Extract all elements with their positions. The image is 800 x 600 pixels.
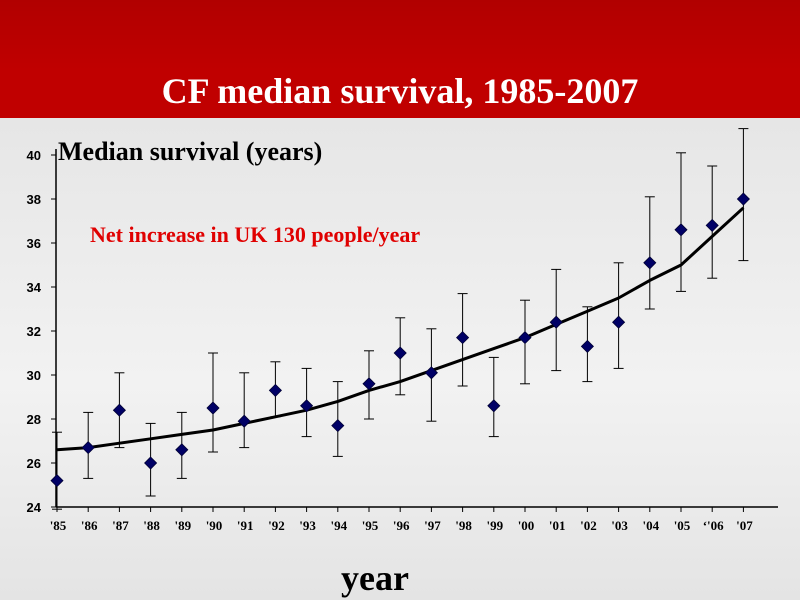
y-tick-label: 30 [27,368,41,383]
data-point [549,315,563,329]
y-tick-label: 38 [27,192,41,207]
x-tick-label: '05 [674,518,691,533]
data-point [487,399,501,413]
x-tick-label: '97 [424,518,441,533]
x-tick-label: '04 [642,518,659,533]
data-point [612,315,626,329]
x-tick-label: '95 [362,518,379,533]
x-tick-label: '88 [143,518,160,533]
x-tick-label: '87 [112,518,129,533]
x-tick-label: '94 [330,518,347,533]
data-point [50,474,64,488]
trend-line-path [56,206,745,452]
data-point [237,414,251,428]
data-point [456,331,470,345]
x-tick-label: '03 [611,518,628,533]
data-point [674,223,688,237]
data-point [518,331,532,345]
trend-line [56,206,745,452]
data-point [81,441,95,455]
data-point [112,403,126,417]
x-axis-label: year [341,558,409,598]
data-point [268,383,282,397]
x-tick-label: '92 [268,518,285,533]
data-point [393,346,407,360]
data-point [300,399,314,413]
x-tick-label: '01 [549,518,566,533]
data-markers [50,192,750,488]
y-tick-label: 34 [27,280,42,295]
data-point [424,366,438,380]
y-axis-label: Median survival (years) [58,137,323,166]
x-tick-label: '02 [580,518,597,533]
data-point [206,401,220,415]
x-tick-label: '91 [237,518,254,533]
x-tick-label: '85 [50,518,67,533]
x-tick-label: ‘'06 [703,518,724,533]
data-point [580,339,594,353]
x-tick-label: '00 [518,518,535,533]
x-tick-label: '96 [393,518,410,533]
chart-annotation: Net increase in UK 130 people/year [90,222,421,247]
x-tick-labels: '85 '86 '87 '88 '89 '90 '91 '92 '93 '94 '95 '96 '97 '… [50,507,753,533]
x-tick-label: '86 [81,518,98,533]
error-bars [52,128,749,510]
x-tick-label: '99 [486,518,503,533]
x-tick-label: '90 [206,518,223,533]
x-tick-label: '89 [174,518,191,533]
data-point [362,377,376,391]
title-banner-shade [0,0,800,118]
x-tick-label: '93 [299,518,316,533]
chart-axes [55,149,778,508]
y-tick-label: 40 [27,148,41,163]
y-tick-labels: 24 26 28 30 32 34 36 38 40 [27,148,56,515]
x-tick-label: '98 [455,518,472,533]
data-point [705,218,719,232]
x-tick-label: '07 [736,518,753,533]
data-point [175,443,189,457]
y-tick-label: 26 [27,456,41,471]
y-tick-label: 24 [27,500,42,515]
data-point [144,456,158,470]
page-title: CF median survival, 1985-2007 [161,71,639,111]
y-tick-label: 36 [27,236,41,251]
y-tick-label: 32 [27,324,41,339]
title-banner [0,0,800,118]
data-point [331,419,345,433]
y-tick-label: 28 [27,412,41,427]
data-point [643,256,657,270]
data-point [736,192,750,206]
